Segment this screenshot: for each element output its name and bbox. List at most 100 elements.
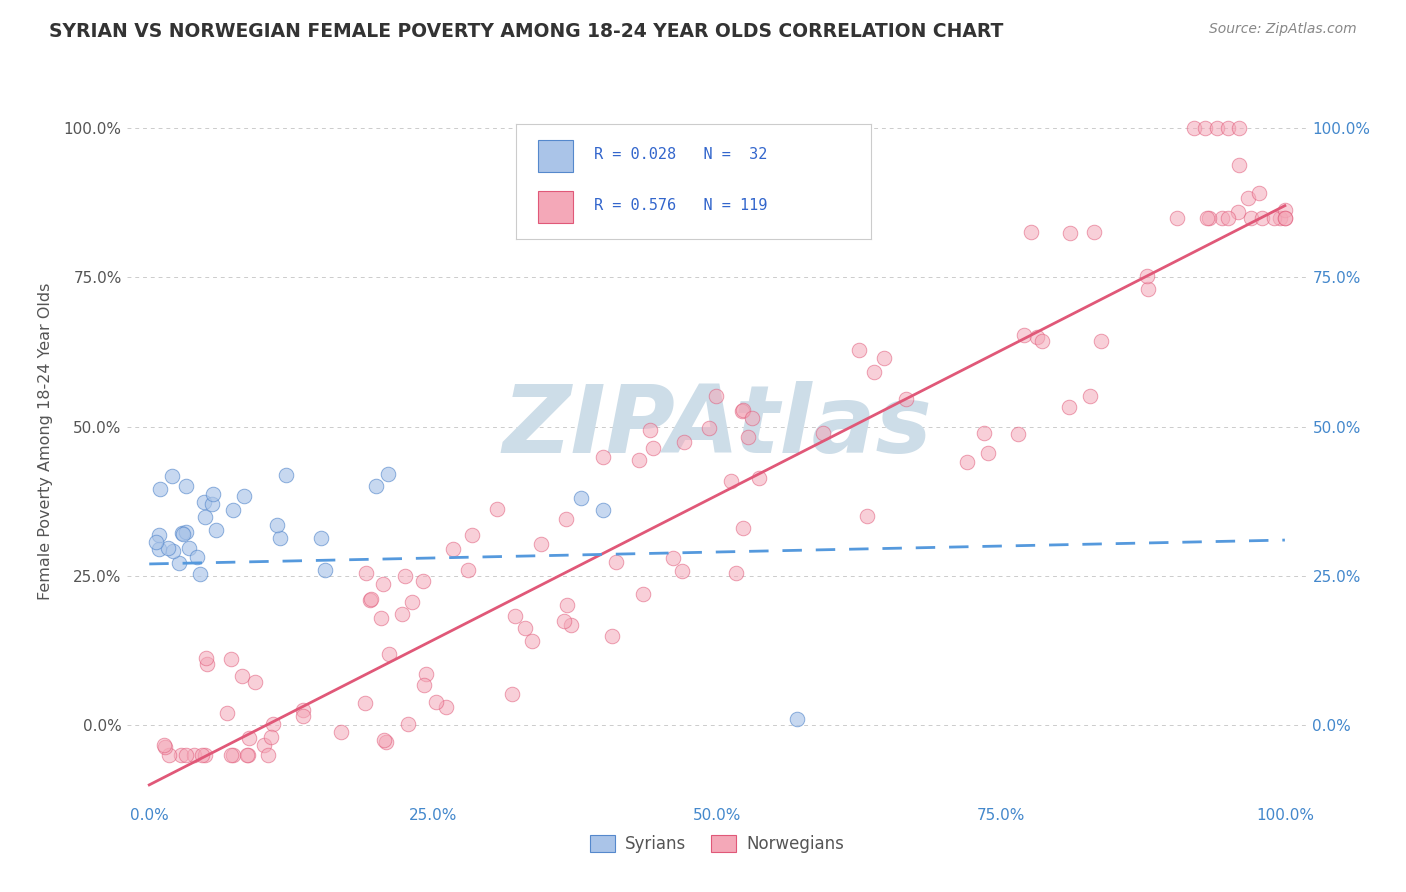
Point (1078, 389, 1101, 403)
Point (194, 651, 217, 665)
Point (174, 747, 197, 762)
Point (314, 563, 336, 577)
Point (412, 574, 434, 588)
Point (412, 678, 434, 692)
Point (354, 566, 377, 580)
Point (1211, 211, 1233, 225)
Point (253, 738, 276, 752)
Point (257, 747, 280, 762)
Point (1251, 211, 1274, 225)
Point (731, 403, 754, 417)
Point (354, 696, 377, 710)
Point (704, 389, 727, 403)
Point (148, 528, 170, 542)
Y-axis label: Female Poverty Among 18-24 Year Olds: Female Poverty Among 18-24 Year Olds (38, 283, 52, 600)
Point (600, 629, 623, 643)
Point (1263, 211, 1285, 225)
Point (269, 531, 291, 545)
Point (501, 687, 523, 701)
Point (555, 599, 578, 613)
Point (1090, 334, 1112, 349)
Point (1198, 211, 1220, 225)
Point (786, 712, 808, 726)
Point (671, 564, 693, 578)
Point (157, 747, 180, 762)
Point (174, 479, 197, 493)
Point (725, 566, 748, 580)
Text: ZIPAtlas: ZIPAtlas (502, 381, 932, 473)
Point (359, 592, 381, 607)
Point (1229, 121, 1251, 136)
Point (149, 482, 172, 496)
Point (266, 518, 288, 533)
Point (177, 541, 200, 555)
Point (172, 527, 194, 541)
Point (221, 503, 243, 517)
Point (811, 425, 834, 440)
Point (394, 569, 416, 583)
Point (1216, 121, 1239, 136)
Point (291, 703, 314, 717)
Point (503, 608, 526, 623)
Point (202, 487, 225, 501)
Text: SYRIAN VS NORWEGIAN FEMALE POVERTY AMONG 18-24 YEAR OLDS CORRELATION CHART: SYRIAN VS NORWEGIAN FEMALE POVERTY AMONG… (49, 22, 1004, 41)
Point (162, 544, 184, 558)
Point (1182, 121, 1205, 136)
Point (415, 667, 437, 681)
Point (522, 634, 544, 648)
Point (262, 717, 284, 731)
Point (160, 468, 183, 483)
Point (1229, 158, 1251, 172)
Point (638, 423, 661, 437)
Point (172, 526, 194, 541)
Point (741, 411, 763, 425)
Point (628, 453, 651, 467)
Point (1136, 269, 1159, 284)
Point (309, 531, 332, 545)
Point (560, 618, 582, 632)
Point (194, 747, 217, 762)
Point (1136, 282, 1159, 296)
Point (641, 441, 664, 455)
Point (720, 474, 742, 488)
Point (148, 541, 170, 556)
Point (231, 669, 253, 683)
Point (238, 731, 260, 746)
Point (862, 365, 884, 379)
Point (260, 730, 283, 744)
Point (553, 614, 575, 628)
Point (737, 430, 759, 444)
Text: Source: ZipAtlas.com: Source: ZipAtlas.com (1209, 22, 1357, 37)
Point (1227, 204, 1250, 219)
Point (731, 521, 754, 535)
Point (391, 607, 413, 622)
Point (662, 550, 685, 565)
Point (329, 725, 352, 739)
Point (191, 747, 214, 762)
Point (396, 717, 419, 731)
Point (699, 421, 721, 435)
Point (1268, 211, 1291, 225)
Point (371, 577, 394, 591)
Point (145, 534, 167, 549)
Point (1025, 329, 1047, 343)
Point (1059, 226, 1081, 240)
Point (873, 351, 896, 365)
Point (631, 587, 654, 601)
Point (401, 595, 423, 609)
Point (219, 747, 242, 762)
Point (1274, 211, 1296, 225)
Point (373, 732, 395, 747)
Point (274, 467, 297, 482)
Point (434, 699, 457, 714)
Point (592, 450, 614, 464)
Point (513, 621, 536, 635)
Point (1197, 211, 1219, 225)
Point (461, 528, 484, 542)
Point (1057, 401, 1080, 415)
Point (569, 491, 592, 506)
Point (374, 735, 396, 749)
Point (1274, 203, 1296, 218)
Point (370, 611, 392, 625)
Point (441, 541, 464, 556)
